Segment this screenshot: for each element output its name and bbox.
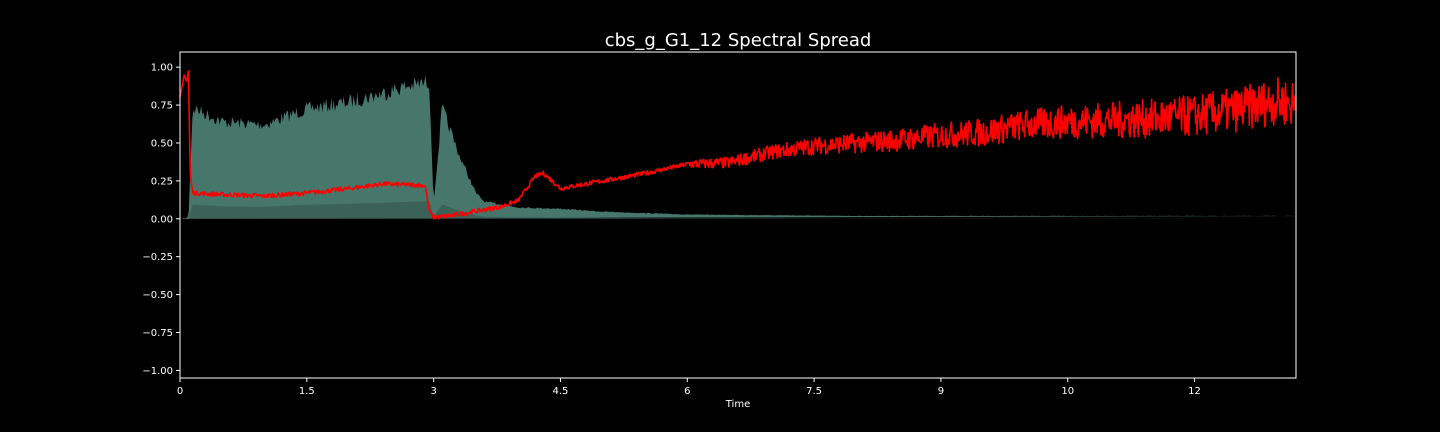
x-tick-label: 9 — [938, 386, 944, 397]
y-tick-label: 1.00 — [151, 63, 173, 74]
chart-title: cbs_g_G1_12 Spectral Spread — [605, 30, 872, 51]
y-tick-label: −0.25 — [142, 252, 173, 263]
x-tick-label: 1.5 — [299, 386, 315, 397]
y-tick-label: 0.00 — [151, 214, 173, 225]
y-tick-label: −0.75 — [142, 328, 173, 339]
y-tick-label: 0.25 — [151, 176, 173, 187]
spectral-spread-line — [179, 70, 1297, 220]
plot-area — [179, 70, 1297, 220]
y-tick-label: 0.50 — [151, 138, 173, 149]
x-tick-label: 7.5 — [806, 386, 822, 397]
x-tick-label: 4.5 — [553, 386, 569, 397]
axes-frame — [179, 51, 1297, 379]
y-tick-label: −0.50 — [142, 290, 173, 301]
x-tick-label: 12 — [1188, 386, 1201, 397]
y-axis-ticks: 1.00 0.75 0.50 0.25 0.00 −0.25 −0.50 −0.75 −1.00 — [142, 63, 180, 377]
y-tick-label: 0.75 — [151, 101, 173, 112]
x-tick-label: 0 — [177, 386, 183, 397]
x-axis-ticks: 0 1.5 3 4.5 6 7.5 9 10 12 — [177, 378, 1201, 397]
y-tick-label: −1.00 — [142, 366, 173, 377]
waveform-envelope — [180, 75, 1296, 219]
x-tick-label: 6 — [684, 386, 690, 397]
x-axis-label: Time — [725, 399, 750, 410]
x-tick-label: 10 — [1061, 386, 1074, 397]
x-tick-label: 3 — [430, 386, 436, 397]
